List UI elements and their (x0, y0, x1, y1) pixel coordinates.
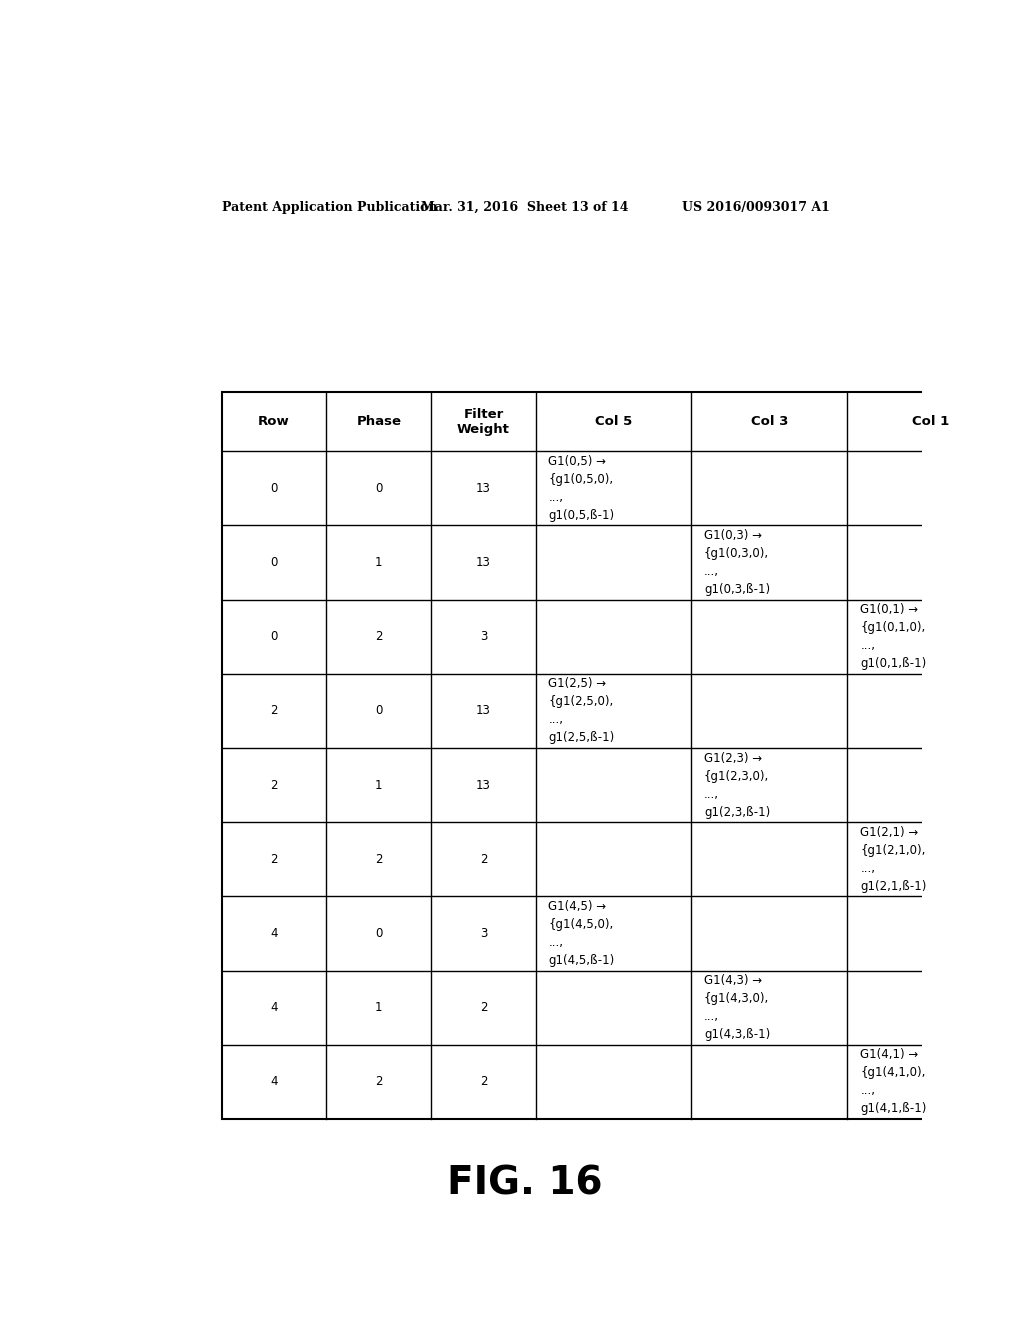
Text: 0: 0 (375, 482, 383, 495)
Text: 2: 2 (480, 1001, 487, 1014)
Text: 2: 2 (480, 1076, 487, 1088)
Text: Col 5: Col 5 (595, 416, 632, 428)
Text: 2: 2 (375, 630, 383, 643)
Text: 1: 1 (375, 1001, 383, 1014)
Text: Mar. 31, 2016  Sheet 13 of 14: Mar. 31, 2016 Sheet 13 of 14 (421, 201, 629, 214)
Text: Col 1: Col 1 (912, 416, 949, 428)
Text: Col 3: Col 3 (751, 416, 787, 428)
Text: 2: 2 (375, 853, 383, 866)
Text: 0: 0 (375, 705, 383, 717)
Text: 1: 1 (375, 556, 383, 569)
Text: G1(2,3) →
{g1(2,3,0),
...,
g1(2,3,ß-1): G1(2,3) → {g1(2,3,0), ..., g1(2,3,ß-1) (703, 751, 770, 818)
Text: 2: 2 (480, 853, 487, 866)
Text: 2: 2 (270, 853, 278, 866)
Text: 2: 2 (270, 779, 278, 792)
Text: 0: 0 (270, 630, 278, 643)
Bar (221, 392, 1015, 1119)
Text: G1(2,1) →
{g1(2,1,0),
...,
g1(2,1,ß-1): G1(2,1) → {g1(2,1,0), ..., g1(2,1,ß-1) (860, 826, 927, 892)
Text: 1: 1 (375, 779, 383, 792)
Text: 4: 4 (270, 1076, 278, 1088)
Text: 13: 13 (476, 779, 490, 792)
Text: 13: 13 (476, 556, 490, 569)
Text: 0: 0 (270, 556, 278, 569)
Text: G1(2,5) →
{g1(2,5,0),
...,
g1(2,5,ß-1): G1(2,5) → {g1(2,5,0), ..., g1(2,5,ß-1) (549, 677, 614, 744)
Text: 3: 3 (480, 927, 487, 940)
Text: G1(4,1) →
{g1(4,1,0),
...,
g1(4,1,ß-1): G1(4,1) → {g1(4,1,0), ..., g1(4,1,ß-1) (860, 1048, 927, 1115)
Text: 13: 13 (476, 482, 490, 495)
Text: G1(0,5) →
{g1(0,5,0),
...,
g1(0,5,ß-1): G1(0,5) → {g1(0,5,0), ..., g1(0,5,ß-1) (549, 454, 614, 521)
Text: G1(0,3) →
{g1(0,3,0),
...,
g1(0,3,ß-1): G1(0,3) → {g1(0,3,0), ..., g1(0,3,ß-1) (703, 529, 770, 595)
Text: G1(4,3) →
{g1(4,3,0),
...,
g1(4,3,ß-1): G1(4,3) → {g1(4,3,0), ..., g1(4,3,ß-1) (703, 974, 770, 1041)
Text: G1(0,1) →
{g1(0,1,0),
...,
g1(0,1,ß-1): G1(0,1) → {g1(0,1,0), ..., g1(0,1,ß-1) (860, 603, 927, 671)
Text: US 2016/0093017 A1: US 2016/0093017 A1 (682, 201, 830, 214)
Text: 13: 13 (476, 705, 490, 717)
Text: 2: 2 (270, 705, 278, 717)
Text: 0: 0 (375, 927, 383, 940)
Text: Phase: Phase (356, 416, 401, 428)
Text: 3: 3 (480, 630, 487, 643)
Text: 2: 2 (375, 1076, 383, 1088)
Text: Patent Application Publication: Patent Application Publication (221, 201, 437, 214)
Text: 4: 4 (270, 927, 278, 940)
Text: FIG. 16: FIG. 16 (447, 1164, 602, 1203)
Text: 4: 4 (270, 1001, 278, 1014)
Text: G1(4,5) →
{g1(4,5,0),
...,
g1(4,5,ß-1): G1(4,5) → {g1(4,5,0), ..., g1(4,5,ß-1) (549, 900, 614, 968)
Text: 0: 0 (270, 482, 278, 495)
Text: Row: Row (258, 416, 290, 428)
Text: Filter
Weight: Filter Weight (457, 408, 510, 436)
